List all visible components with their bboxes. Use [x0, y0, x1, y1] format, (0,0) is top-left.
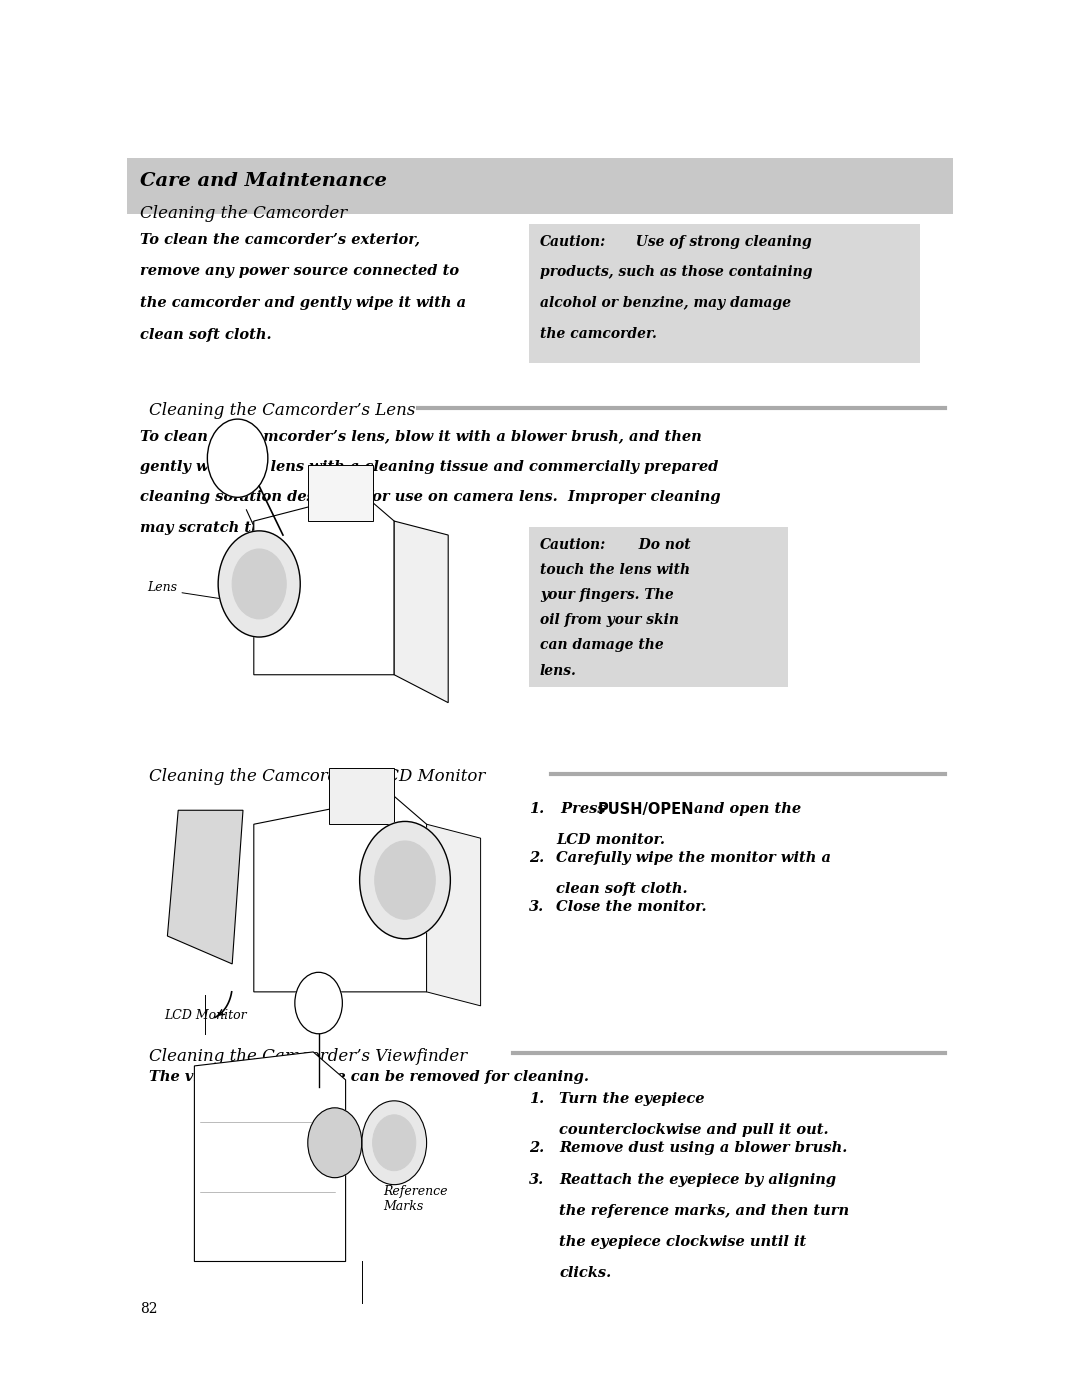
Text: Lens: Lens: [147, 581, 177, 594]
Text: remove any power source connected to: remove any power source connected to: [140, 264, 459, 278]
Text: the eyepiece clockwise until it: the eyepiece clockwise until it: [559, 1235, 807, 1249]
Text: can damage the: can damage the: [540, 638, 664, 652]
Text: counterclockwise and pull it out.: counterclockwise and pull it out.: [559, 1123, 829, 1137]
Text: 3.: 3.: [529, 900, 544, 914]
Polygon shape: [427, 824, 481, 1006]
Text: Caution:: Caution:: [540, 538, 606, 552]
Text: The viewfinder eyepiece can be removed for cleaning.: The viewfinder eyepiece can be removed f…: [149, 1070, 589, 1084]
Text: Use of strong cleaning: Use of strong cleaning: [626, 235, 812, 249]
Bar: [529, 224, 920, 363]
Text: the camcorder and gently wipe it with a: the camcorder and gently wipe it with a: [140, 296, 467, 310]
Text: 1.: 1.: [529, 1092, 544, 1106]
Text: 2.: 2.: [529, 851, 544, 865]
Text: and open the: and open the: [694, 802, 801, 816]
Text: Do not: Do not: [629, 538, 690, 552]
Text: PUSH/OPEN: PUSH/OPEN: [597, 802, 693, 817]
Text: Cleaning the Camcorder’s LCD Monitor: Cleaning the Camcorder’s LCD Monitor: [149, 768, 485, 785]
Text: Care and Maintenance: Care and Maintenance: [140, 172, 388, 190]
Text: Cleaning the Camcorder’s Lens: Cleaning the Camcorder’s Lens: [149, 402, 416, 419]
Text: the camcorder.: the camcorder.: [540, 327, 657, 341]
Text: touch the lens with: touch the lens with: [540, 563, 690, 577]
Text: Cleaning the Camcorder’s Viewfinder: Cleaning the Camcorder’s Viewfinder: [149, 1048, 468, 1065]
Text: alcohol or benzine, may damage: alcohol or benzine, may damage: [540, 296, 792, 310]
Polygon shape: [167, 810, 243, 964]
Circle shape: [218, 531, 300, 637]
Polygon shape: [254, 796, 427, 992]
Text: gently wipe the lens with a cleaning tissue and commercially prepared: gently wipe the lens with a cleaning tis…: [140, 460, 719, 474]
Circle shape: [308, 1108, 362, 1178]
Text: Reattach the eyepiece by aligning: Reattach the eyepiece by aligning: [559, 1173, 837, 1187]
Text: LCD Monitor: LCD Monitor: [164, 1009, 247, 1021]
Text: 82: 82: [140, 1302, 158, 1316]
Bar: [127, 158, 953, 214]
Polygon shape: [394, 521, 448, 703]
Circle shape: [362, 1101, 427, 1185]
Circle shape: [360, 821, 450, 939]
Text: 1.: 1.: [529, 802, 544, 816]
Text: Carefully wipe the monitor with a: Carefully wipe the monitor with a: [556, 851, 832, 865]
Text: Cleaning the Camcorder: Cleaning the Camcorder: [140, 205, 348, 222]
Text: may scratch the lens.: may scratch the lens.: [140, 521, 315, 535]
Text: oil from your skin: oil from your skin: [540, 613, 679, 627]
Text: your fingers. The: your fingers. The: [540, 588, 674, 602]
Text: Caution:: Caution:: [540, 235, 606, 249]
Text: cleaning solution designed for use on camera lens.  Improper cleaning: cleaning solution designed for use on ca…: [140, 490, 721, 504]
Polygon shape: [329, 768, 394, 824]
Polygon shape: [254, 493, 394, 675]
Text: clean soft cloth.: clean soft cloth.: [140, 328, 272, 342]
Text: To clean the camcorder’s exterior,: To clean the camcorder’s exterior,: [140, 232, 420, 246]
Text: clean soft cloth.: clean soft cloth.: [556, 882, 688, 895]
Text: the reference marks, and then turn: the reference marks, and then turn: [559, 1204, 850, 1218]
Text: lens.: lens.: [540, 664, 577, 678]
Text: Turn the eyepiece: Turn the eyepiece: [559, 1092, 705, 1106]
Text: Reference
Marks: Reference Marks: [383, 1185, 448, 1213]
Circle shape: [232, 549, 286, 619]
Circle shape: [295, 972, 342, 1034]
Polygon shape: [194, 1052, 346, 1261]
Circle shape: [373, 1115, 416, 1171]
Text: 2.: 2.: [529, 1141, 544, 1155]
Text: clicks.: clicks.: [559, 1266, 611, 1280]
Text: To clean the camcorder’s lens, blow it with a blower brush, and then: To clean the camcorder’s lens, blow it w…: [140, 429, 702, 443]
Bar: [529, 527, 788, 687]
Polygon shape: [308, 465, 373, 521]
Circle shape: [207, 419, 268, 497]
Text: Close the monitor.: Close the monitor.: [556, 900, 706, 914]
Text: Press: Press: [556, 802, 611, 816]
Text: products, such as those containing: products, such as those containing: [540, 265, 812, 279]
Circle shape: [375, 841, 435, 919]
Text: 3.: 3.: [529, 1173, 544, 1187]
Text: LCD monitor.: LCD monitor.: [556, 833, 665, 847]
Text: Remove dust using a blower brush.: Remove dust using a blower brush.: [559, 1141, 848, 1155]
